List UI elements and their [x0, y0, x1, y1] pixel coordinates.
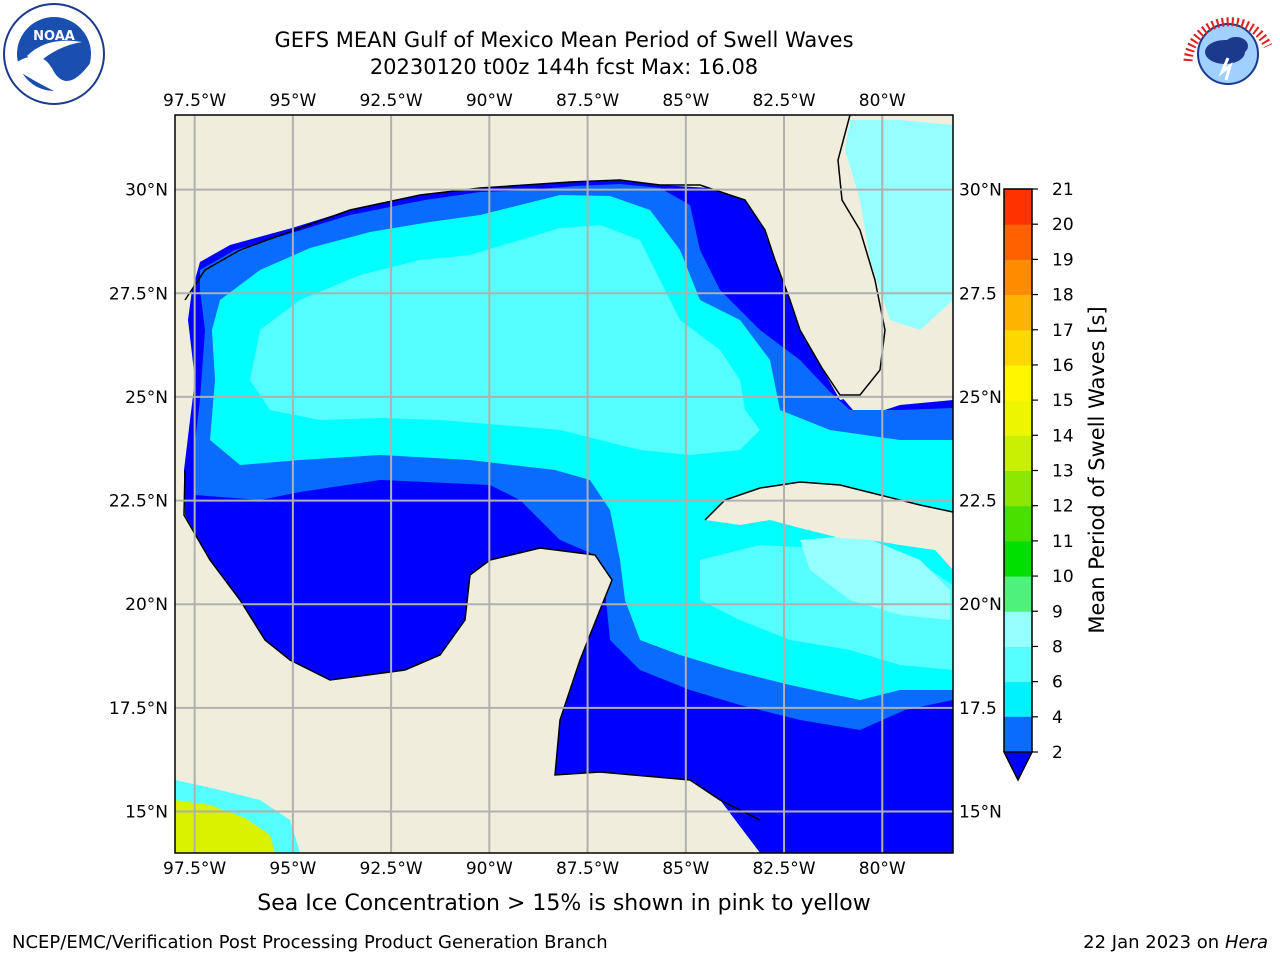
colorbar-segment: [1004, 576, 1032, 612]
colorbar-tick-label: 20: [1052, 215, 1074, 235]
lon-tick-label-bottom: 92.5°W: [360, 859, 423, 879]
sea-ice-note: Sea Ice Concentration > 15% is shown in …: [257, 891, 871, 916]
colorbar-segment: [1004, 540, 1032, 577]
lon-tick-label-top: 82.5°W: [752, 91, 815, 111]
lon-tick-label-bottom: 82.5°W: [752, 859, 815, 879]
lat-tick-label-right: 25°N: [959, 388, 1002, 408]
colorbar-segment: [1004, 329, 1032, 366]
noaa-logo-text: NOAA: [33, 29, 75, 44]
lat-tick-label-right: 17.5: [959, 699, 997, 719]
lat-tick-label-left: 15°N: [125, 803, 168, 823]
chart-title: GEFS MEAN Gulf of Mexico Mean Period of …: [274, 28, 854, 52]
lon-tick-label-top: 85°W: [662, 91, 709, 111]
nws-logo-icon: [1182, 8, 1274, 100]
lat-tick-label-right: 27.5: [959, 284, 997, 304]
footer-date-text: 22 Jan 2023 on: [1083, 932, 1225, 953]
colorbar-segment: [1004, 716, 1032, 752]
lon-tick-label-top: 97.5°W: [163, 91, 226, 111]
colorbar-segment: [1004, 435, 1032, 471]
colorbar-segment: [1004, 681, 1032, 718]
graticule: [175, 115, 953, 853]
lat-tick-label-right: 20°N: [959, 595, 1002, 615]
colorbar-tick-label: 14: [1052, 426, 1074, 446]
lon-tick-label-bottom: 90°W: [466, 859, 513, 879]
colorbar-tick-label: 6: [1052, 673, 1063, 693]
colorbar-label: Mean Period of Swell Waves [s]: [1085, 306, 1109, 634]
lon-tick-label-top: 90°W: [466, 91, 513, 111]
colorbar-tick-label: 17: [1052, 321, 1074, 341]
colorbar-under-arrow: [1002, 751, 1034, 782]
cuba-land: [705, 482, 953, 570]
colorbar-segment: [1004, 470, 1032, 507]
noaa-logo-icon: NOAA: [3, 3, 105, 105]
lon-tick-label-bottom: 80°W: [859, 859, 906, 879]
colorbar-tick-label: 8: [1052, 637, 1063, 657]
colorbar-tick-label: 13: [1052, 462, 1074, 482]
colorbar-segment: [1004, 364, 1032, 401]
high-period-core: [175, 800, 275, 853]
lon-tick-label-bottom: 87.5°W: [556, 859, 619, 879]
lat-tick-label-left: 27.5°N: [109, 284, 168, 304]
chart-subtitle: 20230120 t00z 144h fcst Max: 16.08: [369, 55, 759, 79]
footer-credit: NCEP/EMC/Verification Post Processing Pr…: [12, 932, 608, 953]
footer-machine: Hera: [1224, 932, 1268, 953]
lon-tick-label-bottom: 97.5°W: [163, 859, 226, 879]
lon-tick-label-bottom: 85°W: [662, 859, 709, 879]
map-frame: [174, 114, 954, 854]
colorbar-tick-label: 10: [1052, 567, 1074, 587]
axis-tick-labels: 97.5°W 97.5°W 95°W 95°W 92.5°W 92.5°W 90°W 90°W…: [109, 91, 1002, 879]
colorbar-tick-label: 2: [1052, 743, 1063, 763]
colorbar-tick-label: 4: [1052, 708, 1063, 728]
lat-tick-label-left: 20°N: [125, 595, 168, 615]
lat-tick-label-left: 17.5°N: [109, 699, 168, 719]
colorbar-segment: [1004, 259, 1032, 296]
lon-tick-label-top: 87.5°W: [556, 91, 619, 111]
colorbar-tick-label: 11: [1052, 532, 1074, 552]
colorbar-tick-label: 19: [1052, 250, 1074, 270]
lat-tick-label-right: 15°N: [959, 803, 1002, 823]
colorbar-segment: [1004, 611, 1032, 647]
lat-tick-label-right: 22.5: [959, 492, 997, 512]
colorbar-segment: [1004, 294, 1032, 331]
footer-date: 22 Jan 2023 on Hera: [1083, 932, 1268, 953]
lat-tick-label-right: 30°N: [959, 181, 1002, 201]
colorbar-tick-label: 9: [1052, 602, 1063, 622]
colorbar-tick-label: 16: [1052, 356, 1074, 376]
yucatan-land: [175, 548, 760, 853]
colorbar: 2 4 6 8 9 10 11 12 13 14 15 16 17 18 19 20 21: [1002, 180, 1074, 782]
colorbar-segment: [1004, 400, 1032, 436]
lat-tick-label-left: 22.5°N: [109, 492, 168, 512]
colorbar-segment: [1004, 646, 1032, 683]
florida-land: [700, 115, 885, 400]
colorbar-segment: [1004, 189, 1032, 225]
lon-tick-label-top: 95°W: [269, 91, 316, 111]
colorbar-tick-label: 12: [1052, 497, 1074, 517]
lon-tick-label-top: 92.5°W: [360, 91, 423, 111]
map-area: [175, 115, 953, 853]
colorbar-segment: [1004, 224, 1032, 260]
swell-8-9-region: [800, 120, 953, 620]
lon-tick-label-top: 80°W: [859, 91, 906, 111]
swell-6-8-region: [250, 225, 953, 670]
lon-tick-label-bottom: 95°W: [269, 859, 316, 879]
colorbar-tick-label: 15: [1052, 391, 1074, 411]
colorbar-segment: [1004, 505, 1032, 542]
lat-tick-label-left: 25°N: [125, 388, 168, 408]
colorbar-tick-label: 18: [1052, 286, 1074, 306]
colorbar-tick-label: 21: [1052, 180, 1074, 200]
lat-tick-label-left: 30°N: [125, 181, 168, 201]
